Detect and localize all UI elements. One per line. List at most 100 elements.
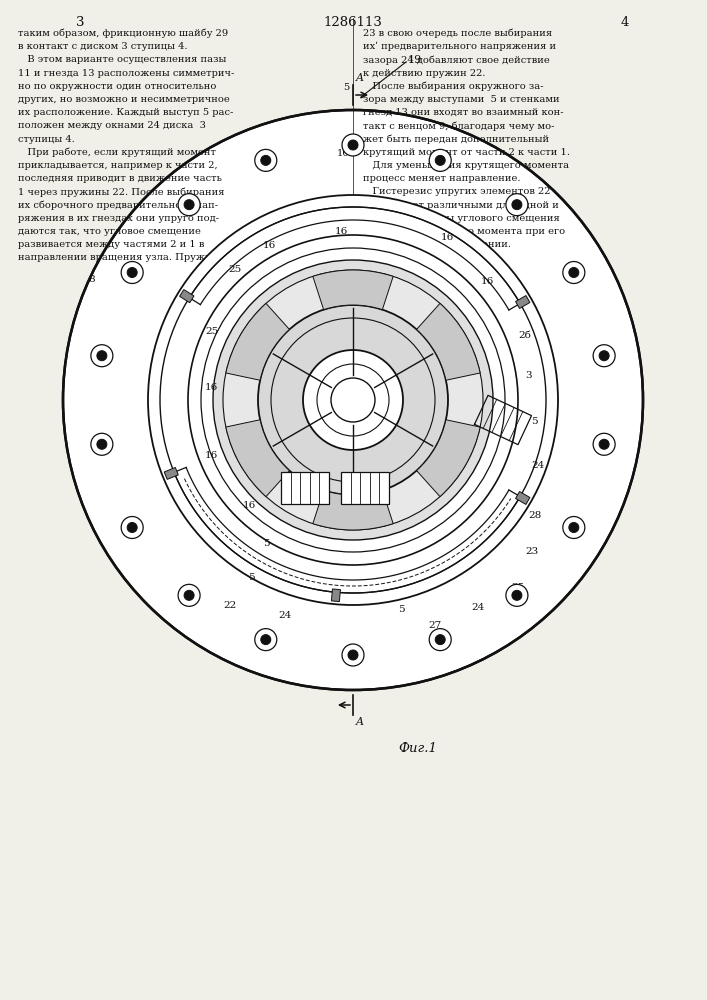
Wedge shape	[312, 490, 393, 530]
Text: 1 через пружины 22. После выбирания: 1 через пружины 22. После выбирания	[18, 187, 225, 197]
Circle shape	[342, 134, 364, 156]
Circle shape	[429, 149, 451, 171]
Circle shape	[599, 351, 609, 361]
Text: 1286113: 1286113	[324, 16, 382, 29]
Text: 24: 24	[531, 460, 544, 470]
Circle shape	[303, 350, 403, 450]
Text: других, но возможно и несимметричное: других, но возможно и несимметричное	[18, 95, 230, 104]
Text: развивается между частями 2 и 1 в: развивается между частями 2 и 1 в	[18, 240, 204, 249]
Circle shape	[188, 235, 518, 565]
Circle shape	[213, 260, 493, 540]
Circle shape	[127, 522, 137, 532]
Text: жет быть передан дополнительный: жет быть передан дополнительный	[363, 135, 549, 144]
Text: их сборочного предварительного нап-: их сборочного предварительного нап-	[18, 201, 218, 210]
Circle shape	[97, 351, 107, 361]
Text: 25: 25	[511, 584, 525, 592]
Text: 16: 16	[205, 383, 218, 392]
Text: и 23 делает различными для одной и: и 23 делает различными для одной и	[363, 201, 559, 210]
Circle shape	[63, 110, 643, 690]
Circle shape	[563, 261, 585, 284]
Bar	[515, 296, 530, 308]
Wedge shape	[416, 303, 480, 380]
Text: 22: 22	[223, 600, 236, 609]
Text: A: A	[356, 73, 364, 83]
Circle shape	[223, 270, 483, 530]
Bar	[180, 290, 194, 303]
Circle shape	[121, 261, 143, 284]
Text: даются так, что угловое смещение: даются так, что угловое смещение	[18, 227, 201, 236]
Text: Фиг.1: Фиг.1	[398, 742, 437, 754]
Text: 4: 4	[621, 16, 629, 29]
Text: A: A	[356, 717, 364, 727]
Text: ихʹ предварительного напряжения и: ихʹ предварительного напряжения и	[363, 42, 556, 51]
Circle shape	[255, 629, 276, 651]
Circle shape	[255, 149, 276, 171]
Text: ступицы 4.: ступицы 4.	[18, 135, 75, 144]
Bar	[164, 467, 178, 479]
Circle shape	[593, 433, 615, 455]
Text: крутящий момент от части 2 к части 1.: крутящий момент от части 2 к части 1.	[363, 148, 570, 157]
Circle shape	[184, 590, 194, 600]
Circle shape	[436, 635, 445, 645]
Text: 15: 15	[337, 215, 349, 224]
Circle shape	[261, 635, 271, 645]
Wedge shape	[226, 303, 289, 380]
Text: зазора 24 добавляют свое действие: зазора 24 добавляют свое действие	[363, 55, 550, 65]
Circle shape	[429, 629, 451, 651]
Text: в контакт с диском 3 ступицы 4.: в контакт с диском 3 ступицы 4.	[18, 42, 187, 51]
Text: 3: 3	[76, 16, 84, 29]
Circle shape	[569, 523, 579, 533]
Text: 5: 5	[343, 83, 349, 92]
Text: последняя приводит в движение часть: последняя приводит в движение часть	[18, 174, 222, 183]
Text: 5: 5	[263, 538, 269, 548]
Text: возрастании и уменьшении.: возрастании и уменьшении.	[363, 240, 511, 249]
Text: процесс меняет направление.: процесс меняет направление.	[363, 174, 520, 183]
Text: 25: 25	[228, 265, 241, 274]
Circle shape	[348, 140, 358, 150]
Circle shape	[563, 517, 585, 539]
Text: 5: 5	[531, 418, 537, 426]
Circle shape	[127, 267, 137, 277]
Text: 27: 27	[428, 620, 442, 630]
Text: ряжения в их гнездах они упруго под-: ряжения в их гнездах они упруго под-	[18, 214, 219, 223]
Circle shape	[258, 305, 448, 495]
Text: направлении вращения узла. Пружины: направлении вращения узла. Пружины	[18, 253, 226, 262]
Text: 28: 28	[528, 510, 542, 520]
Text: таким образом, фрикционную шайбу 29: таким образом, фрикционную шайбу 29	[18, 29, 228, 38]
Circle shape	[91, 345, 113, 367]
Text: 16: 16	[441, 233, 455, 242]
Text: 11 и гнезда 13 расположены симметрич-: 11 и гнезда 13 расположены симметрич-	[18, 69, 235, 78]
Text: но по окружности один относительно: но по окружности один относительно	[18, 82, 216, 91]
Text: 1: 1	[353, 387, 359, 396]
Text: величины крутящего момента при его: величины крутящего момента при его	[363, 227, 565, 236]
Text: Гистерезис упругих элементов 22: Гистерезис упругих элементов 22	[363, 187, 551, 196]
Bar	[515, 492, 530, 504]
Text: 23: 23	[525, 548, 538, 556]
Text: 5: 5	[248, 574, 255, 582]
Text: их расположение. Каждый выступ 5 рас-: их расположение. Каждый выступ 5 рас-	[18, 108, 233, 117]
Text: 16: 16	[243, 500, 256, 510]
Text: прикладывается, например к части 2,: прикладывается, например к части 2,	[18, 161, 218, 170]
Text: к действию пружин 22.: к действию пружин 22.	[363, 69, 486, 78]
Text: положен между окнами 24 диска  3: положен между окнами 24 диска 3	[18, 121, 206, 130]
Wedge shape	[226, 420, 289, 497]
Wedge shape	[416, 420, 480, 497]
Circle shape	[184, 200, 194, 210]
Text: 16: 16	[335, 228, 349, 236]
Circle shape	[348, 650, 358, 660]
Text: После выбирания окружного за-: После выбирания окружного за-	[363, 82, 544, 91]
Text: 8: 8	[88, 275, 95, 284]
Circle shape	[342, 644, 364, 666]
Text: 16: 16	[481, 277, 494, 286]
Text: 19: 19	[408, 55, 422, 65]
Circle shape	[178, 584, 200, 606]
Text: такт с венцом 9, благодаря чему мо-: такт с венцом 9, благодаря чему мо-	[363, 121, 554, 131]
Circle shape	[178, 194, 200, 216]
Text: 2б: 2б	[518, 330, 531, 340]
Text: 24: 24	[278, 610, 291, 619]
Circle shape	[91, 433, 113, 455]
Text: 24: 24	[471, 603, 484, 612]
Circle shape	[121, 516, 143, 538]
Circle shape	[331, 378, 375, 422]
Text: 16: 16	[263, 240, 276, 249]
